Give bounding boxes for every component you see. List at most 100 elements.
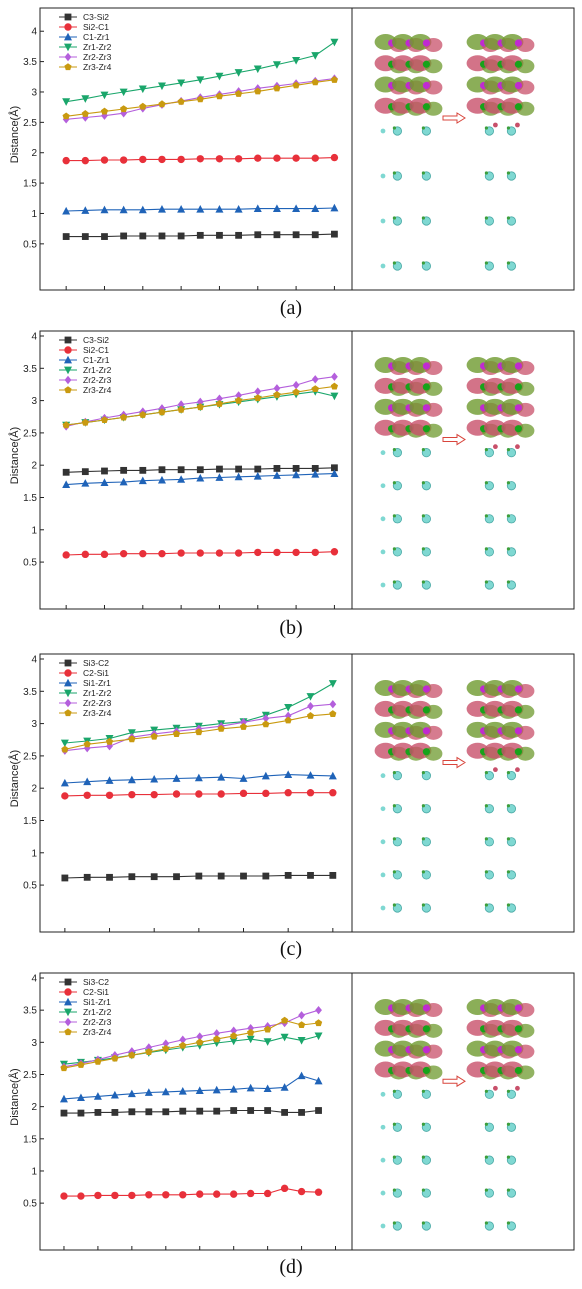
- legend-label: Zr2-Zr3: [83, 1017, 112, 1027]
- triangle-down-marker: [62, 98, 71, 106]
- pentagon-marker: [195, 728, 203, 736]
- pentagon-marker: [139, 411, 147, 418]
- atom: [514, 727, 522, 735]
- atom: [506, 837, 511, 841]
- atom: [422, 1025, 430, 1033]
- pentagon-marker: [120, 105, 128, 113]
- circle-marker: [217, 790, 225, 798]
- square-marker: [177, 232, 185, 240]
- atom: [380, 1124, 386, 1130]
- legend-label: Zr2-Zr3: [83, 375, 112, 385]
- legend-label: Zr1-Zr2: [83, 42, 112, 52]
- legend-marker: [64, 659, 72, 667]
- triangle-up-marker: [81, 479, 90, 487]
- figure-frame: [39, 653, 575, 933]
- circle-marker: [314, 1188, 323, 1196]
- atom: [506, 1155, 511, 1159]
- y-tick-label: 4: [31, 655, 37, 666]
- series-zr3-zr4: [60, 1016, 323, 1072]
- atom: [506, 261, 511, 265]
- atom: [380, 128, 386, 134]
- triangle-down-marker: [100, 91, 109, 100]
- circle-marker: [62, 156, 70, 165]
- triangle-up-marker: [60, 778, 69, 787]
- atom: [421, 261, 425, 265]
- atom: [484, 903, 488, 907]
- circle-marker: [292, 154, 300, 162]
- legend-label: Zr3-Zr4: [83, 708, 112, 718]
- square-marker: [331, 230, 338, 238]
- circle-marker: [119, 156, 128, 164]
- triangle-up-marker: [127, 775, 136, 784]
- triangle-up-marker: [93, 1092, 102, 1100]
- pentagon-marker: [61, 745, 69, 753]
- atom: [515, 1085, 520, 1091]
- atom: [506, 1188, 511, 1192]
- pentagon-marker: [239, 723, 248, 730]
- figure-panel-d: 0.511.522.533.5400.020.040.060.080.10.12…: [7, 970, 575, 1252]
- legend-marker: [64, 1028, 72, 1036]
- panel-a-graphics: 0.511.522.533.5400.020.040.060.080.10.12…: [8, 7, 575, 291]
- atom: [514, 103, 522, 111]
- panel-caption-b: (b): [279, 617, 303, 639]
- triangle-up-marker: [100, 205, 109, 214]
- square-marker: [101, 233, 108, 240]
- circle-marker: [139, 549, 147, 558]
- legend-marker: [64, 978, 72, 986]
- before-slab-region: [374, 34, 443, 116]
- triangle-down-marker: [246, 1035, 255, 1044]
- circle-marker: [111, 1191, 119, 1200]
- atom: [514, 81, 522, 90]
- triangle-down-marker: [234, 69, 243, 77]
- pentagon-marker: [247, 1028, 255, 1036]
- figure-frame: [39, 972, 575, 1251]
- before-slab-region: [374, 357, 443, 438]
- atom: [380, 582, 386, 588]
- pentagon-marker: [105, 737, 114, 745]
- figure-panel-c: 0.511.522.533.5400.020.040.060.080.10.12…: [7, 651, 575, 934]
- pentagon-marker: [120, 413, 128, 421]
- triangle-up-marker: [272, 471, 281, 479]
- series-line: [63, 1019, 319, 1069]
- atom: [421, 171, 425, 175]
- square-marker: [213, 1107, 221, 1115]
- arrow-shape: [442, 433, 466, 446]
- y-tick-label: 4: [31, 332, 37, 343]
- y-tick-label: 2: [31, 1102, 37, 1113]
- triangle-down-marker: [297, 1036, 306, 1045]
- y-tick-label: 1: [31, 1166, 37, 1177]
- series-line: [64, 1187, 319, 1197]
- figure-frame: [39, 330, 575, 610]
- square-marker: [81, 233, 89, 240]
- atom: [421, 1122, 425, 1126]
- legend-label: Zr1-Zr2: [83, 688, 112, 698]
- arrow-shape: [442, 1075, 466, 1088]
- square-marker: [128, 1108, 136, 1116]
- pentagon-marker: [330, 382, 338, 390]
- atom: [493, 1085, 498, 1091]
- atom: [422, 81, 430, 90]
- triangle-up-marker: [246, 1083, 255, 1092]
- pentagon-marker: [281, 1016, 289, 1024]
- square-marker: [162, 1108, 170, 1116]
- square-marker: [273, 465, 281, 472]
- triangle-up-marker: [330, 469, 339, 477]
- atom: [392, 216, 396, 220]
- circle-marker: [263, 1189, 272, 1198]
- legend-label: Zr1-Zr2: [83, 365, 112, 375]
- atom: [392, 481, 396, 485]
- atom: [392, 870, 396, 874]
- legend-label: Zr2-Zr3: [83, 698, 112, 708]
- atom: [421, 1188, 425, 1192]
- y-tick-label: 1.5: [23, 179, 37, 190]
- triangle-up-marker: [272, 204, 281, 213]
- pentagon-marker: [128, 735, 136, 743]
- square-marker: [216, 465, 223, 473]
- triangle-up-marker: [172, 774, 181, 782]
- atom: [484, 870, 488, 874]
- y-axis-label: Distance(Å): [8, 1068, 21, 1125]
- pentagon-marker: [254, 87, 262, 95]
- y-tick-label: 1: [31, 209, 37, 220]
- diamond-marker: [158, 404, 166, 413]
- diamond-marker: [196, 397, 204, 407]
